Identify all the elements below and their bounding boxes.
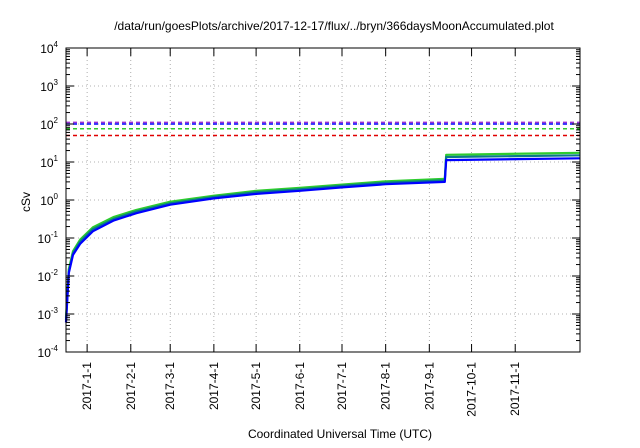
grid (66, 48, 580, 352)
x-tick-label: 2017-5-1 (249, 362, 263, 410)
y-tick-label: 104 (40, 40, 58, 56)
y-tick-label: 10-3 (38, 306, 59, 322)
x-tick-label: 2017-7-1 (335, 362, 349, 410)
x-tick-label: 2017-9-1 (422, 362, 436, 410)
series (64, 151, 581, 323)
y-axis: 104 103 102 101 100 10-1 10-2 10-3 10-4 (38, 40, 580, 360)
y-tick-label: 10-4 (38, 344, 59, 360)
x-tick-label: 2017-6-1 (293, 362, 307, 410)
y-tick-label: 103 (40, 78, 58, 94)
x-axis: 2017-1-1 2017-2-1 2017-3-1 2017-4-1 2017-5-1… (80, 48, 522, 417)
y-tick-label: 10-1 (38, 230, 59, 246)
chart-title: /data/run/goesPlots/archive/2017-12-17/f… (114, 19, 554, 33)
x-tick-label: 2017-10-1 (465, 362, 479, 417)
x-tick-label: 2017-2-1 (124, 362, 138, 410)
x-tick-label: 2017-4-1 (207, 362, 221, 410)
y-tick-label: 10-2 (38, 268, 59, 284)
y-tick-label: 102 (40, 116, 58, 132)
series-line (64, 157, 581, 323)
y-tick-label: 101 (40, 154, 58, 170)
x-axis-label: Coordinated Universal Time (UTC) (248, 427, 432, 441)
x-tick-label: 2017-1-1 (80, 362, 94, 410)
x-tick-label: 2017-8-1 (379, 362, 393, 410)
reference-lines (66, 121, 580, 137)
x-tick-label: 2017-11-1 (508, 362, 522, 416)
x-tick-label: 2017-3-1 (163, 362, 177, 410)
y-axis-label: cSv (19, 192, 33, 212)
y-tick-label: 100 (40, 192, 58, 208)
series-line (64, 151, 581, 318)
